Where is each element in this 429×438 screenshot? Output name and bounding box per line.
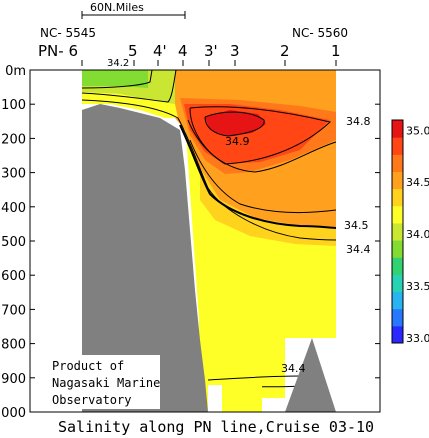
y-tick-label: 600: [1, 269, 26, 284]
colorbar-segment: [392, 188, 403, 207]
salinity-fill: [82, 70, 336, 412]
colorbar-segment: [392, 325, 403, 344]
y-tick-label: 300: [1, 167, 26, 182]
contour-label: 34.5: [344, 219, 369, 232]
scale-bar: 60N.Miles: [81, 1, 186, 19]
observatory-note: Product of Nagasaki Marine Observatory: [46, 355, 160, 409]
contour-34.3: [81, 69, 177, 103]
colorbar: 35.0 34.5 34.0 33.5 33.0: [391, 119, 429, 345]
y-tick-label: 1000: [0, 406, 26, 421]
station-label: 4: [178, 42, 188, 60]
contour-34.9: [204, 111, 265, 137]
band-34.3-shelf: [82, 92, 178, 118]
y-tick-label: 200: [1, 132, 26, 147]
station-label: 2: [280, 42, 290, 60]
colorbar-tick-label: 33.0: [406, 332, 429, 345]
station-id-right: NC- 5560: [292, 26, 348, 40]
colorbar-segment: [392, 137, 403, 155]
contour-label: 34.4: [281, 362, 306, 375]
contour-34.7: [187, 119, 337, 173]
station-label: PN- 6: [38, 42, 78, 60]
colorbar-tick-label: 34.5: [406, 176, 429, 189]
y-axis: 0m 100 200 300 400 500 600 700 800 900 1000: [0, 64, 380, 421]
y-tick-label: 800: [1, 338, 26, 353]
contour-label: 34.2: [107, 58, 129, 69]
station-label: 3: [230, 42, 240, 60]
contour-labels: 34.2 34.8 34.9 34.5 34.4 34.4: [107, 58, 371, 375]
contour-34.2: [81, 69, 153, 89]
colorbar-segment: [392, 205, 403, 224]
contour-34.5: [179, 124, 337, 229]
y-tick-label: 0m: [5, 64, 26, 79]
scale-label: 60N.Miles: [90, 1, 144, 14]
band-34.0: [82, 70, 148, 88]
seafloor-slope: [82, 104, 208, 412]
bathymetry: [82, 104, 336, 412]
contour-34.8: [189, 106, 332, 165]
colorbar-segment: [392, 257, 403, 275]
contour-label: 34.4: [346, 243, 371, 256]
colorbar-tick-label: 35.0: [406, 124, 429, 137]
colorbar-segment: [392, 222, 403, 241]
station-label: 1: [331, 42, 341, 60]
colorbar-segment: [392, 171, 403, 190]
colorbar-segment: [392, 274, 403, 293]
note-line: Nagasaki Marine: [52, 376, 160, 390]
station-label: 4': [153, 42, 167, 60]
colorbar-segment: [392, 240, 403, 258]
contour-label: 34.9: [225, 135, 250, 148]
colorbar-segment: [392, 291, 403, 310]
band-34.9: [205, 110, 266, 136]
station-id-left: NC- 5545: [40, 26, 96, 40]
seafloor-ridge: [285, 338, 336, 412]
station-label: 5: [128, 42, 138, 60]
colorbar-segment: [392, 308, 403, 327]
y-tick-label: 700: [1, 303, 26, 318]
colorbar-frame: [391, 119, 404, 344]
colorbar-tick-label: 33.5: [406, 280, 429, 293]
contour-label: 34.8: [346, 115, 371, 128]
y-tick-label: 100: [1, 98, 26, 113]
contour-lines: [81, 69, 337, 388]
note-line: Product of: [52, 359, 124, 373]
station-labels: PN- 6 5 4' 4 3' 3 2 1: [38, 42, 341, 66]
y-tick-label: 500: [1, 235, 26, 250]
colorbar-segment: [392, 120, 403, 138]
station-label: 3': [204, 42, 218, 60]
chart-title: Salinity along PN line,Cruise 03-10: [58, 418, 374, 436]
contour-34.4-deep: [207, 375, 301, 381]
note-line: Observatory: [52, 393, 131, 407]
y-tick-label: 900: [1, 372, 26, 387]
colorbar-segment: [392, 154, 403, 172]
colorbar-tick-label: 34.0: [406, 228, 429, 241]
y-tick-label: 400: [1, 201, 26, 216]
contour-34.6: [189, 139, 337, 213]
